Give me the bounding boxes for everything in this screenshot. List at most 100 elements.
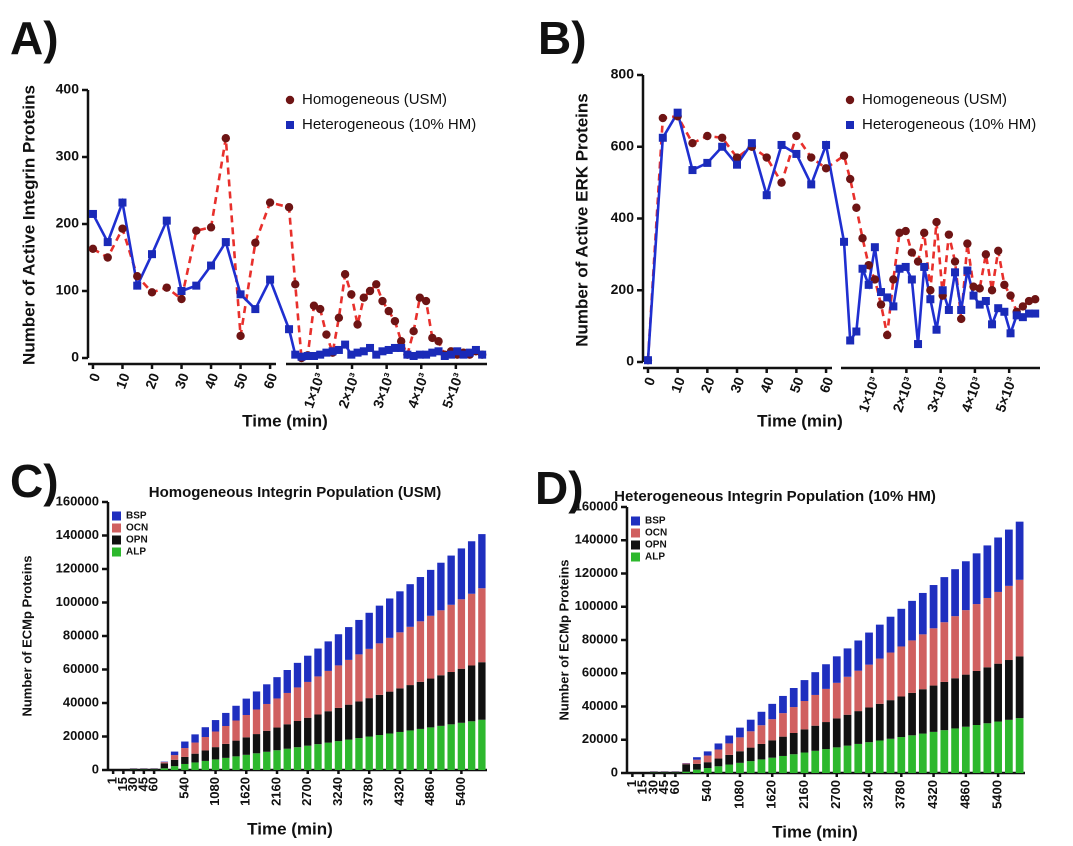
bar-segment (181, 756, 189, 764)
bar-segment (875, 740, 884, 773)
x-tick-label: 60 (146, 777, 161, 791)
bar-segment (961, 726, 970, 773)
bar-segment (972, 604, 981, 671)
marker (297, 352, 306, 361)
x-tick-label: 4320 (925, 780, 940, 809)
bar-segment (757, 743, 766, 760)
marker (1031, 309, 1040, 318)
bar-segment (160, 768, 169, 770)
marker (162, 216, 171, 225)
x-tick-label: 45 (656, 780, 671, 794)
bar-segment (252, 709, 261, 735)
bar-segment (757, 725, 766, 744)
marker (133, 272, 142, 281)
bar-segment (170, 759, 179, 767)
legend-label: ALP (645, 552, 665, 563)
marker (88, 244, 98, 253)
bar-segment (355, 654, 363, 702)
bar-segment (345, 704, 353, 740)
x-tick-label: 1080 (731, 780, 746, 809)
marker (328, 347, 337, 356)
x-tick-label: 1×10³ (855, 375, 883, 415)
bar-segment (386, 637, 394, 692)
bar-segment (191, 734, 199, 743)
bar-segment (983, 597, 992, 668)
bar-segment (779, 736, 787, 756)
y-tick-label: 0 (611, 764, 618, 779)
bar-segment (437, 562, 445, 611)
bar-segment (897, 608, 906, 647)
bar-segment (1004, 529, 1013, 586)
marker (703, 131, 712, 141)
bar-segment (843, 714, 852, 746)
bar-segment (682, 771, 691, 773)
legend-swatch (631, 540, 640, 550)
marker (987, 286, 997, 295)
bar-segment (467, 721, 476, 770)
bar-segment (396, 688, 404, 732)
bar-segment (951, 616, 959, 679)
x-axis-title: Time (min) (242, 411, 328, 430)
bar-segment (908, 735, 916, 773)
marker (1000, 307, 1009, 316)
marker (453, 347, 462, 356)
bar-segment (994, 591, 1002, 664)
bar-segment (746, 719, 755, 732)
bar-segment (355, 738, 363, 770)
y-tick-label: 120000 (56, 560, 99, 575)
bar-segment (1004, 585, 1013, 661)
x-tick-label: 4860 (422, 777, 437, 806)
bar-segment (703, 762, 712, 769)
bar-segment (940, 681, 949, 731)
marker (148, 250, 156, 259)
bar-segment (994, 663, 1002, 722)
bar-segment (1015, 579, 1024, 657)
marker (858, 264, 867, 273)
marker (762, 153, 771, 162)
x-tick-label: 20 (142, 371, 162, 391)
x-tick-label: 4320 (391, 777, 406, 806)
bar-segment (940, 730, 949, 773)
legend-label: OCN (126, 523, 148, 534)
bar-segment (345, 627, 353, 660)
bar-segment (994, 721, 1002, 773)
x-tick-label: 3240 (330, 777, 345, 806)
marker (846, 336, 855, 345)
bar-segment (886, 700, 895, 739)
bar-segment (843, 745, 852, 773)
bar-segment (242, 737, 250, 755)
x-tick-label: 30 (645, 780, 660, 794)
bar-segment (426, 727, 435, 770)
bar-segment (908, 692, 916, 736)
bar-segment (886, 616, 895, 653)
marker (658, 113, 668, 123)
bar-segment (918, 634, 927, 690)
bar-segment (757, 759, 766, 773)
marker (994, 246, 1003, 255)
legend-swatch (112, 511, 121, 521)
marker (236, 331, 245, 341)
x-tick-label: 50 (231, 371, 251, 391)
panel-label: D) (535, 462, 584, 514)
bar-segment (1004, 660, 1013, 720)
bar-segment (386, 733, 394, 770)
x-tick-label: 60 (816, 375, 836, 395)
x-tick-label: 1×10³ (300, 371, 328, 411)
bar-segment (478, 719, 486, 770)
marker (365, 286, 375, 296)
x-tick-label: 540 (699, 780, 714, 802)
bar-segment (736, 751, 744, 763)
series-line (91, 197, 483, 358)
marker (1006, 329, 1015, 338)
bar-segment (1015, 718, 1024, 773)
chart-title: Homogeneous Integrin Population (USM) (149, 484, 442, 501)
marker (372, 350, 381, 359)
bar-segment (854, 640, 863, 671)
bar-segment (242, 714, 250, 738)
marker (907, 248, 917, 257)
bar-segment (1004, 719, 1013, 773)
bar-segment (416, 621, 425, 682)
bar-segment (406, 626, 414, 686)
y-tick-label: 20000 (582, 731, 618, 746)
bar-segment (875, 624, 884, 659)
